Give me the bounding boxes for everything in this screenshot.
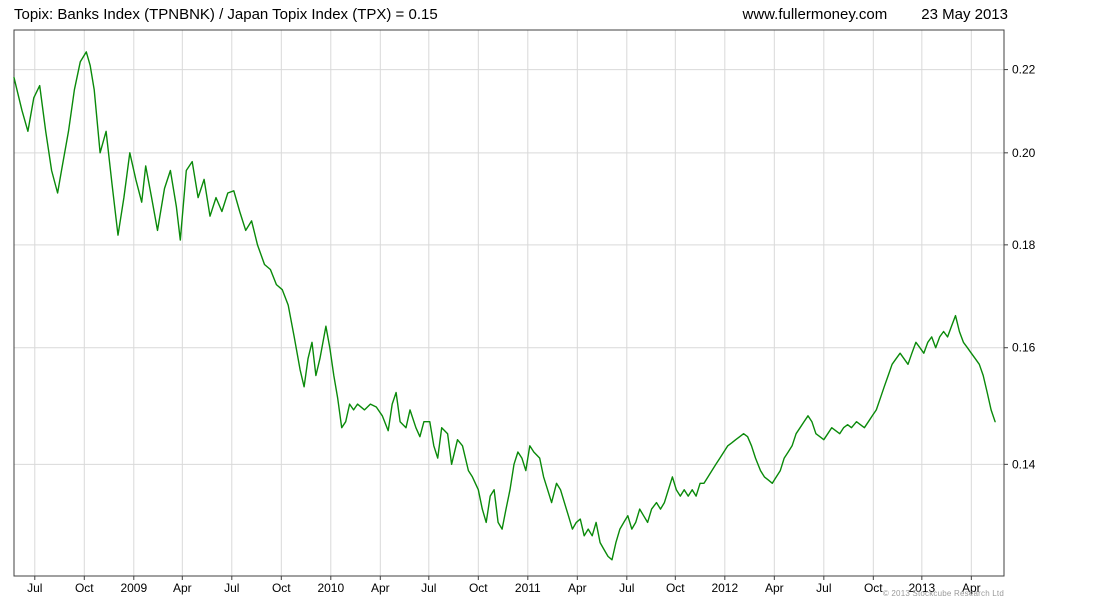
y-axis-label: 0.18 bbox=[1012, 238, 1036, 252]
y-axis-label: 0.14 bbox=[1012, 457, 1036, 471]
x-axis-label: 2013 bbox=[908, 581, 935, 595]
x-axis-label: 2012 bbox=[711, 581, 738, 595]
x-axis-label: Oct bbox=[469, 581, 488, 595]
x-axis-label: Jul bbox=[816, 581, 831, 595]
x-axis-label: 2011 bbox=[515, 581, 541, 595]
y-axis-label: 0.20 bbox=[1012, 146, 1036, 160]
x-axis-label: Apr bbox=[765, 581, 784, 595]
ratio-line-series bbox=[13, 51, 996, 561]
x-axis-label: Apr bbox=[568, 581, 587, 595]
x-axis-label: Jul bbox=[27, 581, 42, 595]
chart-header: Topix: Banks Index (TPNBNK) / Japan Topi… bbox=[0, 0, 1100, 26]
x-axis-label: Jul bbox=[224, 581, 239, 595]
y-axis-label: 0.16 bbox=[1012, 341, 1036, 355]
x-axis-label: Jul bbox=[421, 581, 436, 595]
y-axis-label: 0.22 bbox=[1012, 63, 1036, 77]
x-axis-label: 2009 bbox=[120, 581, 147, 595]
x-axis-label: 2010 bbox=[317, 581, 344, 595]
plot-border bbox=[13, 29, 1005, 577]
x-axis-label: Apr bbox=[173, 581, 192, 595]
copyright-notice: © 2013 Stockcube Research Ltd bbox=[882, 589, 1004, 598]
x-axis-label: Apr bbox=[371, 581, 390, 595]
x-axis-label: Oct bbox=[666, 581, 685, 595]
x-axis-label: Apr bbox=[962, 581, 981, 595]
chart-title: Topix: Banks Index (TPNBNK) / Japan Topi… bbox=[14, 5, 438, 23]
x-axis-label: Oct bbox=[75, 581, 94, 595]
header-date: 23 May 2013 bbox=[921, 5, 1008, 23]
x-axis-label: Oct bbox=[272, 581, 291, 595]
website-link[interactable]: www.fullermoney.com bbox=[742, 5, 888, 23]
x-axis-label: Oct bbox=[864, 581, 883, 595]
x-axis-label: Jul bbox=[619, 581, 634, 595]
